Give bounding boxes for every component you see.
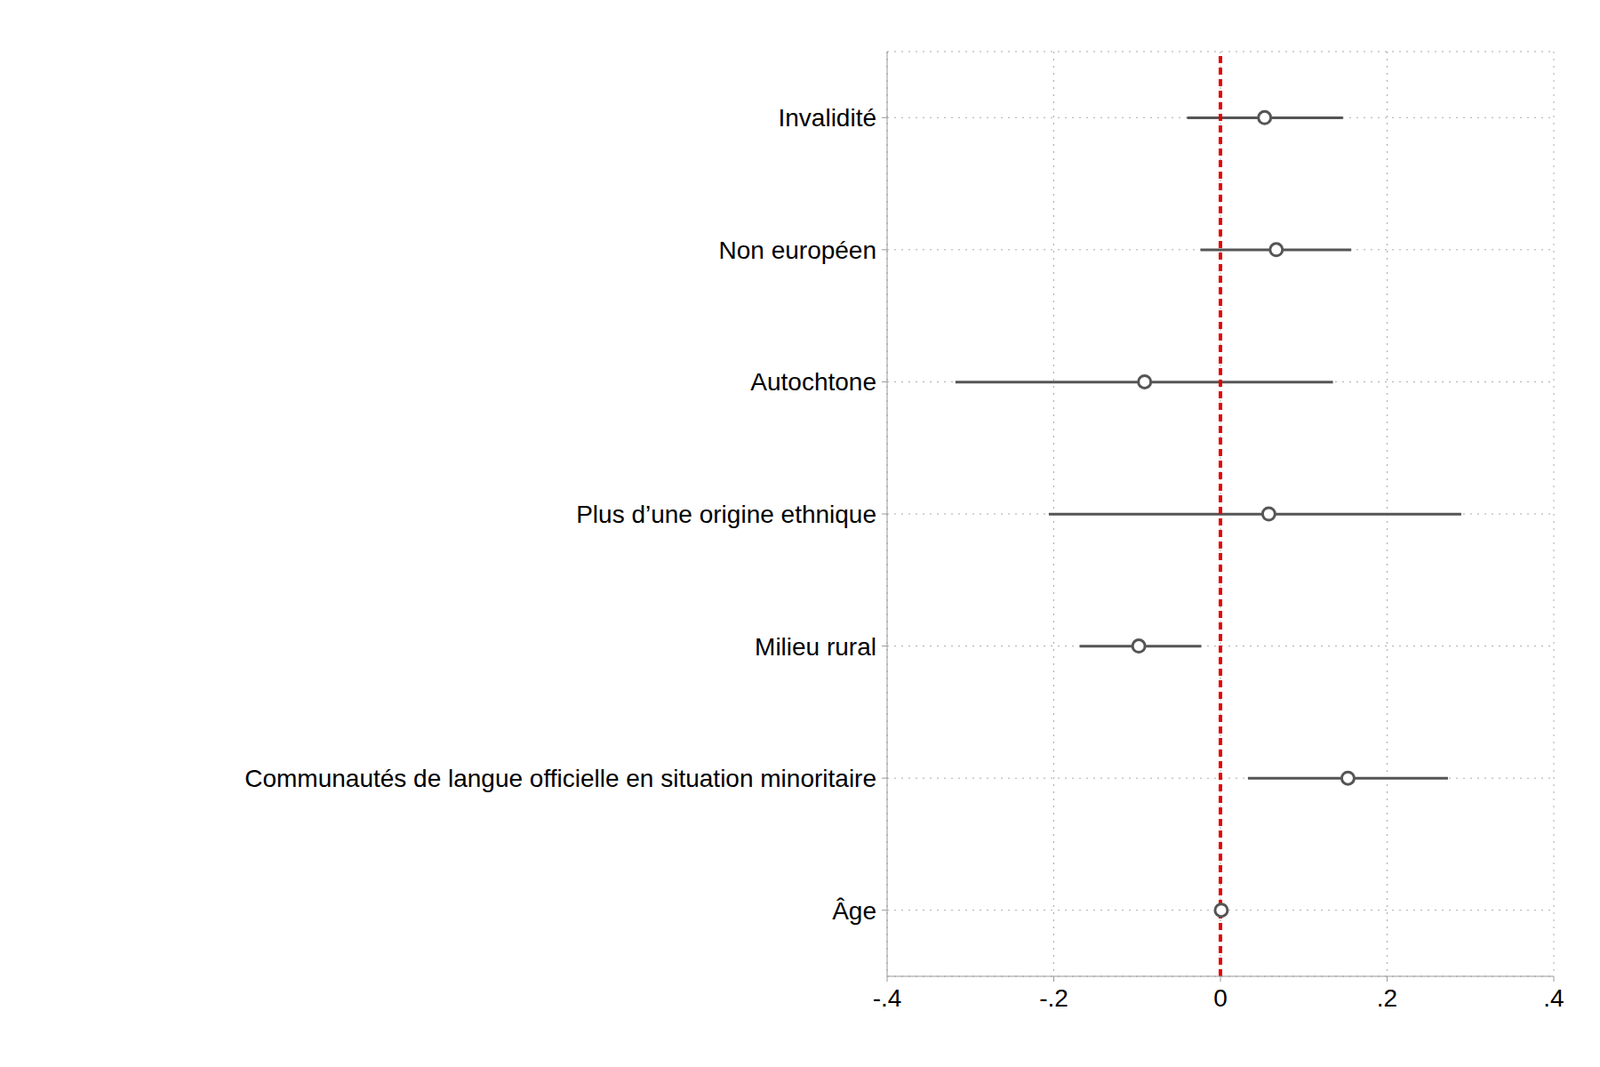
svg-text:0: 0 (1213, 984, 1228, 1012)
svg-text:Invalidité: Invalidité (777, 104, 877, 132)
svg-text:Communautés de langue officiel: Communautés de langue officielle en situ… (244, 764, 877, 792)
svg-text:-.4: -.4 (872, 984, 903, 1012)
svg-text:.4: .4 (1543, 984, 1564, 1012)
svg-text:.2: .2 (1376, 984, 1398, 1012)
svg-text:-.2: -.2 (1039, 984, 1069, 1012)
svg-text:Plus d’une origine ethnique: Plus d’une origine ethnique (576, 500, 877, 528)
svg-text:Non européen: Non européen (719, 236, 877, 264)
svg-text:Autochtone: Autochtone (750, 368, 877, 396)
svg-text:Âge: Âge (832, 896, 877, 925)
svg-text:Milieu rural: Milieu rural (754, 632, 877, 661)
